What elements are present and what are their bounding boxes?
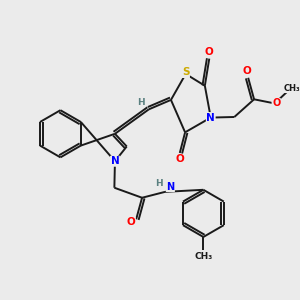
Text: N: N	[206, 112, 215, 123]
Text: N: N	[111, 156, 119, 166]
Text: CH₃: CH₃	[194, 252, 212, 261]
Text: CH₃: CH₃	[284, 84, 300, 93]
Text: O: O	[176, 154, 184, 164]
Text: N: N	[166, 182, 174, 191]
Text: O: O	[272, 98, 280, 108]
Text: O: O	[205, 47, 214, 57]
Text: S: S	[182, 68, 189, 77]
Text: O: O	[127, 217, 135, 227]
Text: H: H	[137, 98, 144, 107]
Text: O: O	[242, 66, 251, 76]
Text: H: H	[155, 179, 163, 188]
